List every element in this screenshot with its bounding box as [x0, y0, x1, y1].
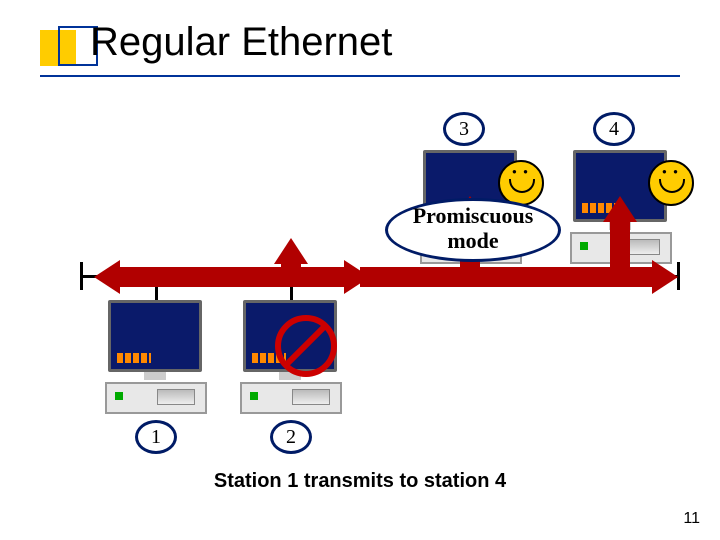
promisc-line1: Promiscuous — [388, 203, 558, 228]
station-badge-3: 3 — [443, 112, 485, 146]
slide-title: Regular Ethernet — [90, 20, 392, 65]
arrow-left-icon — [94, 260, 120, 294]
terminator-left — [80, 262, 83, 290]
smiley-icon — [498, 160, 544, 206]
page-number: 11 — [683, 510, 700, 528]
packet-segment — [118, 267, 346, 287]
station-badge-1: 1 — [135, 420, 177, 454]
title-underline — [40, 75, 680, 77]
title-bullet — [40, 30, 76, 66]
smiley-icon — [648, 160, 694, 206]
arrow-right-icon — [344, 260, 370, 294]
arrow-up-icon — [603, 196, 637, 222]
packet-segment — [360, 267, 654, 287]
computer-1 — [105, 300, 205, 414]
packet-up — [610, 216, 630, 267]
slide: Regular Ethernet Promiscuous mode 3 4 1 … — [0, 0, 720, 540]
promiscuous-label: Promiscuous mode — [385, 198, 561, 262]
slide-caption: Station 1 transmits to station 4 — [0, 470, 720, 493]
station-badge-4: 4 — [593, 112, 635, 146]
promisc-line2: mode — [388, 228, 558, 253]
station-badge-2: 2 — [270, 420, 312, 454]
arrow-right-icon — [652, 260, 678, 294]
prohibit-icon — [275, 315, 337, 377]
arrow-up-icon — [274, 238, 308, 264]
